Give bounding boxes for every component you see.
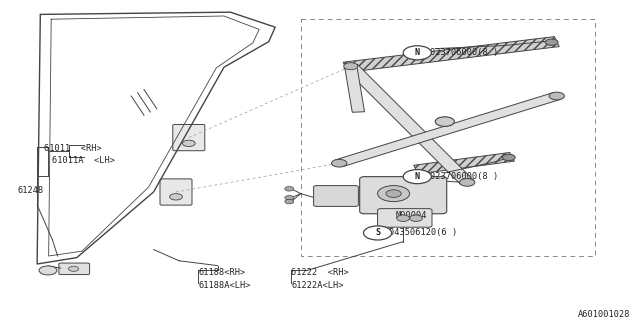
Circle shape bbox=[378, 186, 410, 202]
Circle shape bbox=[386, 190, 401, 197]
Polygon shape bbox=[343, 36, 559, 72]
Polygon shape bbox=[413, 152, 515, 174]
Text: 023706000(8 ): 023706000(8 ) bbox=[430, 48, 499, 57]
Circle shape bbox=[364, 226, 392, 240]
Circle shape bbox=[344, 63, 358, 70]
Text: A601001028: A601001028 bbox=[578, 310, 630, 319]
FancyBboxPatch shape bbox=[59, 263, 90, 275]
Circle shape bbox=[39, 266, 57, 275]
Circle shape bbox=[502, 154, 515, 161]
Circle shape bbox=[460, 179, 475, 186]
Circle shape bbox=[68, 266, 79, 271]
Circle shape bbox=[403, 46, 431, 60]
Circle shape bbox=[285, 196, 294, 200]
Polygon shape bbox=[335, 93, 561, 166]
Text: 043506120(6 ): 043506120(6 ) bbox=[389, 228, 458, 237]
Text: N: N bbox=[415, 172, 420, 181]
FancyBboxPatch shape bbox=[314, 186, 358, 206]
Text: N: N bbox=[415, 48, 420, 57]
Circle shape bbox=[435, 117, 454, 126]
Circle shape bbox=[170, 194, 182, 200]
Circle shape bbox=[410, 215, 422, 221]
Circle shape bbox=[545, 39, 558, 45]
Text: 61188A<LH>: 61188A<LH> bbox=[198, 281, 251, 290]
Circle shape bbox=[182, 140, 195, 147]
FancyBboxPatch shape bbox=[378, 209, 432, 227]
FancyBboxPatch shape bbox=[173, 124, 205, 151]
Text: 61248: 61248 bbox=[18, 186, 44, 195]
Circle shape bbox=[403, 170, 431, 184]
Polygon shape bbox=[344, 65, 474, 184]
Circle shape bbox=[549, 92, 564, 100]
Text: 023706000(8 ): 023706000(8 ) bbox=[430, 172, 499, 181]
Circle shape bbox=[332, 159, 347, 167]
Text: S: S bbox=[375, 228, 380, 237]
Text: 61222  <RH>: 61222 <RH> bbox=[291, 268, 349, 277]
Text: 61188<RH>: 61188<RH> bbox=[198, 268, 246, 277]
Circle shape bbox=[285, 187, 294, 191]
Polygon shape bbox=[344, 66, 365, 112]
Circle shape bbox=[397, 215, 410, 221]
Text: M00004: M00004 bbox=[396, 212, 427, 220]
Text: 61011A  <LH>: 61011A <LH> bbox=[52, 156, 115, 165]
FancyBboxPatch shape bbox=[160, 179, 192, 205]
FancyBboxPatch shape bbox=[360, 177, 447, 214]
Text: 61011  <RH>: 61011 <RH> bbox=[44, 144, 101, 153]
Circle shape bbox=[285, 199, 294, 204]
Text: 61222A<LH>: 61222A<LH> bbox=[291, 281, 344, 290]
